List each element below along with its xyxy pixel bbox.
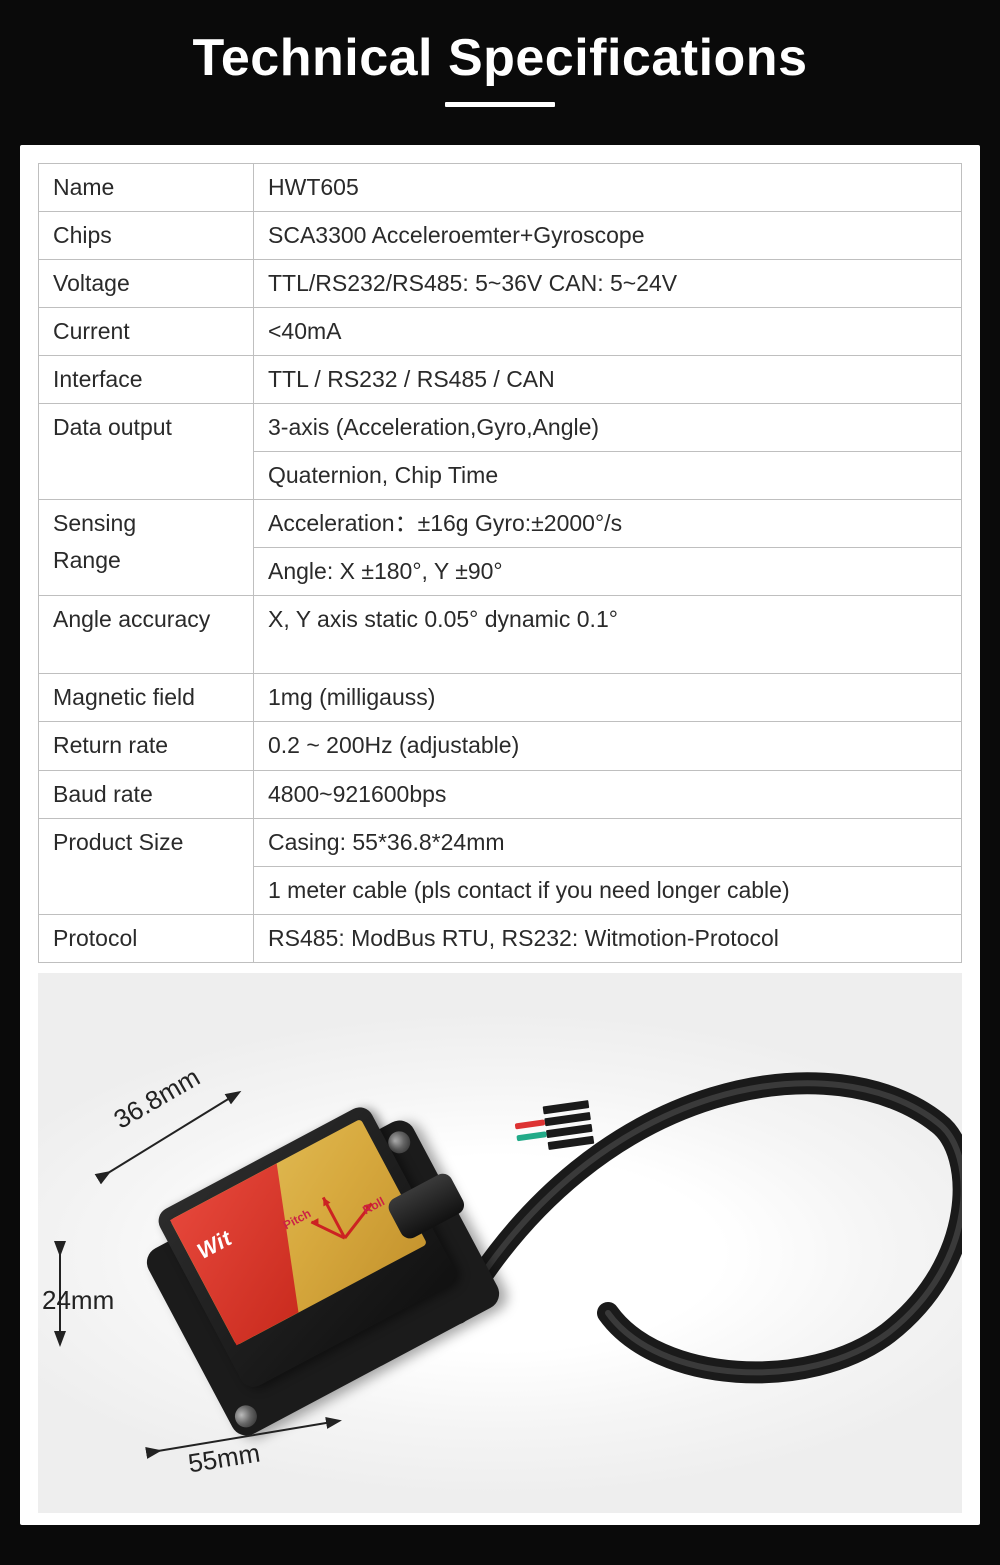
spec-key: Data output bbox=[39, 404, 254, 500]
spec-value: TTL/RS232/RS485: 5~36V CAN: 5~24V bbox=[254, 260, 962, 308]
spec-value: 3-axis (Acceleration,Gyro,Angle) bbox=[254, 404, 962, 452]
spec-key: Chips bbox=[39, 212, 254, 260]
title-underline bbox=[445, 102, 555, 107]
spec-value: 1 meter cable (pls contact if you need l… bbox=[254, 866, 962, 914]
spec-key: Magnetic field bbox=[39, 674, 254, 722]
spec-key: Sensing Range bbox=[39, 500, 254, 596]
spec-key: Protocol bbox=[39, 914, 254, 962]
product-illustration: Wit Pitch Roll bbox=[38, 973, 962, 1513]
spec-card: Name HWT605 Chips SCA3300 Acceleroemter+… bbox=[20, 145, 980, 1525]
spec-key: Current bbox=[39, 308, 254, 356]
spec-key: Return rate bbox=[39, 722, 254, 770]
spec-value: X, Y axis static 0.05° dynamic 0.1° bbox=[254, 596, 962, 674]
table-row: Current <40mA bbox=[39, 308, 962, 356]
spec-value: Casing: 55*36.8*24mm bbox=[254, 818, 962, 866]
page-title: Technical Specifications bbox=[0, 28, 1000, 88]
spec-table: Name HWT605 Chips SCA3300 Acceleroemter+… bbox=[38, 163, 962, 963]
spec-value: 0.2 ~ 200Hz (adjustable) bbox=[254, 722, 962, 770]
spec-key-line: Sensing bbox=[53, 510, 136, 536]
dim-label-height: 24mm bbox=[42, 1285, 114, 1316]
spec-value: HWT605 bbox=[254, 164, 962, 212]
spec-value: TTL / RS232 / RS485 / CAN bbox=[254, 356, 962, 404]
spec-key: Interface bbox=[39, 356, 254, 404]
spec-value: 4800~921600bps bbox=[254, 770, 962, 818]
table-row: Interface TTL / RS232 / RS485 / CAN bbox=[39, 356, 962, 404]
spec-key-line: Range bbox=[53, 545, 239, 576]
spec-key: Name bbox=[39, 164, 254, 212]
spec-value: Angle: X ±180°, Y ±90° bbox=[254, 548, 962, 596]
spec-value: <40mA bbox=[254, 308, 962, 356]
table-row: Voltage TTL/RS232/RS485: 5~36V CAN: 5~24… bbox=[39, 260, 962, 308]
spec-key: Angle accuracy bbox=[39, 596, 254, 674]
header: Technical Specifications bbox=[0, 0, 1000, 127]
table-row: Angle accuracy X, Y axis static 0.05° dy… bbox=[39, 596, 962, 674]
spec-key: Voltage bbox=[39, 260, 254, 308]
spec-value: SCA3300 Acceleroemter+Gyroscope bbox=[254, 212, 962, 260]
spec-value: Quaternion, Chip Time bbox=[254, 452, 962, 500]
spec-key: Baud rate bbox=[39, 770, 254, 818]
table-row: Protocol RS485: ModBus RTU, RS232: Witmo… bbox=[39, 914, 962, 962]
table-row: Data output 3-axis (Acceleration,Gyro,An… bbox=[39, 404, 962, 452]
dimension-arrows bbox=[38, 973, 962, 1513]
spec-value: Acceleration：±16g Gyro:±2000°/s bbox=[254, 500, 962, 548]
table-row: Product Size Casing: 55*36.8*24mm bbox=[39, 818, 962, 866]
table-row: Return rate 0.2 ~ 200Hz (adjustable) bbox=[39, 722, 962, 770]
table-row: Name HWT605 bbox=[39, 164, 962, 212]
table-row: Baud rate 4800~921600bps bbox=[39, 770, 962, 818]
table-row: Sensing Range Acceleration：±16g Gyro:±20… bbox=[39, 500, 962, 548]
spec-key: Product Size bbox=[39, 818, 254, 914]
table-row: Magnetic field 1mg (milligauss) bbox=[39, 674, 962, 722]
spec-value: RS485: ModBus RTU, RS232: Witmotion-Prot… bbox=[254, 914, 962, 962]
table-row: Chips SCA3300 Acceleroemter+Gyroscope bbox=[39, 212, 962, 260]
spec-value: 1mg (milligauss) bbox=[254, 674, 962, 722]
